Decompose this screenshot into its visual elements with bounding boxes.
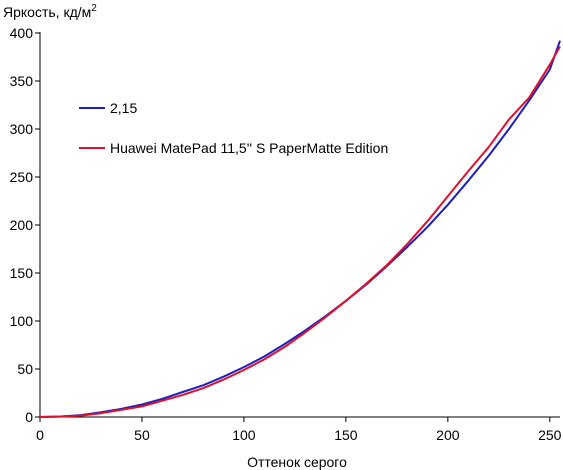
x-tick-label: 100 [232, 427, 256, 443]
x-tick-label: 0 [36, 427, 44, 443]
series-lines [39, 40, 561, 418]
x-tick-label: 250 [538, 427, 562, 443]
y-axis-title-superscript: 2 [91, 3, 97, 14]
x-tick-label: 150 [334, 427, 358, 443]
y-tick-label: 100 [10, 313, 34, 329]
y-tick-label: 250 [10, 169, 34, 185]
legend-label-1: 2,15 [110, 100, 137, 116]
y-tick-label: 350 [10, 73, 34, 89]
x-axis-title: Оттенок серого [247, 454, 347, 470]
y-tick-label: 400 [10, 25, 34, 41]
y-tick-label: 200 [10, 217, 34, 233]
x-tick-label: 200 [436, 427, 460, 443]
axes [39, 32, 560, 418]
series-line-2 [39, 45, 561, 418]
x-tick-label: 50 [134, 427, 150, 443]
ticks: 0 50 100 150 200 250 300 350 400 0 50 100 150 200 250 [10, 25, 562, 443]
y-tick-label: 150 [10, 265, 34, 281]
y-axis-title: Яркость, кд/м2 [3, 3, 97, 20]
series-line-1 [39, 40, 561, 418]
legend-label-2: Huawei MatePad 11,5'' S PaperMatte Editi… [110, 140, 388, 156]
legend: 2,15 Huawei MatePad 11,5'' S PaperMatte E… [79, 100, 388, 156]
y-tick-label: 50 [17, 361, 33, 377]
y-tick-label: 0 [25, 409, 33, 425]
y-tick-label: 300 [10, 121, 34, 137]
